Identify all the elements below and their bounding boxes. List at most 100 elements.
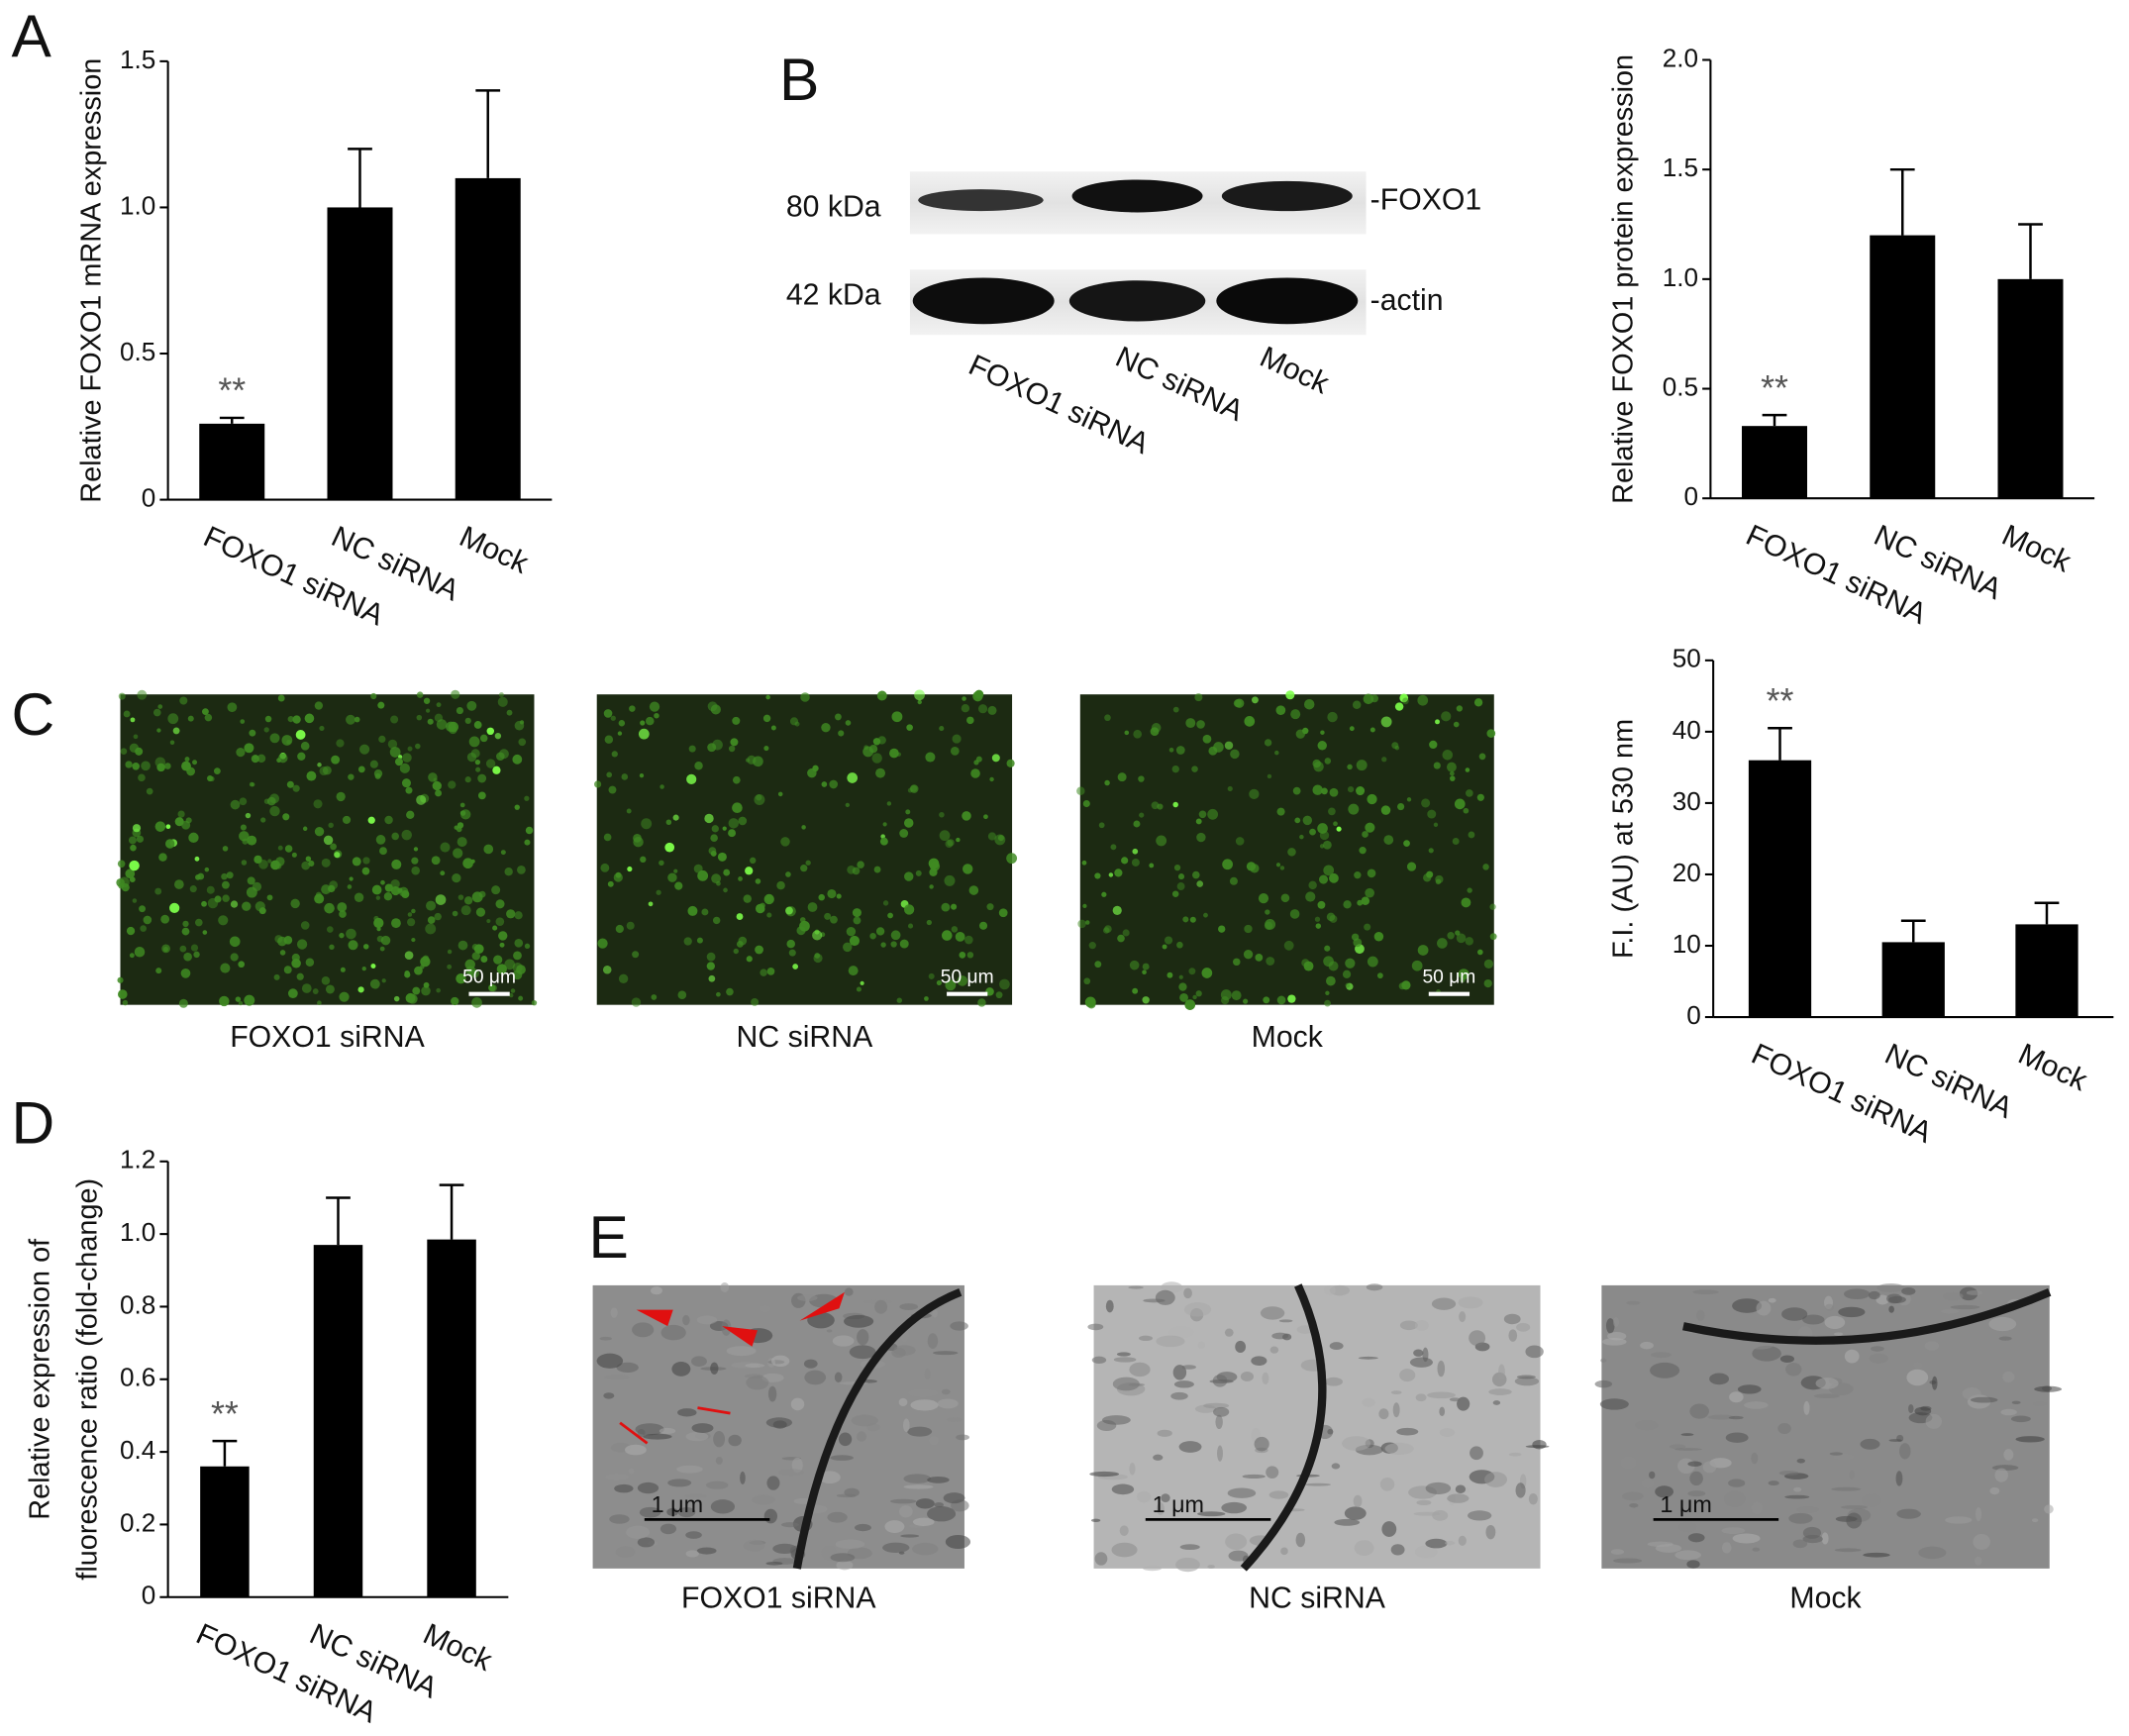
cell-spot [928,972,935,979]
cell-spot [238,1000,244,1006]
em-texture [1366,1283,1383,1291]
em-texture [1689,1403,1709,1419]
cell-spot [964,935,973,945]
cell-spot [1359,847,1367,855]
cell-spot [1333,821,1338,827]
cell-spot [287,716,294,723]
em-texture [1768,1297,1776,1303]
error-bar [1762,413,1787,427]
cell-spot [369,760,378,768]
em-texture [1396,1427,1419,1436]
em-texture [745,1363,765,1369]
cell-spot [756,794,762,801]
em-texture [1392,1402,1400,1418]
cell-spot [374,772,381,779]
cell-spot [648,901,654,907]
cell-spot [329,944,335,951]
cell-spot [977,704,988,714]
em-texture [1113,1357,1137,1363]
band [1216,277,1359,325]
cell-spot [1428,848,1434,854]
cell-spot [480,956,488,963]
cell-spot [158,853,167,862]
cell-spot [359,744,370,755]
y-axis-label: Relative FOXO1 mRNA expression [76,58,108,503]
em-texture [1251,1356,1267,1366]
em-texture [1756,1300,1772,1316]
em-texture [1988,1316,2017,1332]
cell-spot [453,848,463,859]
cell-spot [473,721,482,729]
em-texture [765,1562,783,1566]
cell-spot [755,945,763,955]
cell-spot [629,705,636,712]
em-texture [1777,1422,1791,1434]
cell-spot [485,759,496,768]
cell-spot [182,920,189,927]
x-tick-label: Mock [2013,1038,2092,1098]
em-texture [1674,1448,1702,1451]
cell-spot [871,753,882,764]
scale-bar-label: 50 μm [462,967,516,987]
em-texture [1503,1313,1521,1325]
cell-spot [319,766,329,776]
em-texture [844,1314,874,1328]
em-texture [1941,1309,1960,1314]
arrowhead [799,1291,845,1321]
cell-spot [746,956,753,963]
cell-spot [383,892,393,901]
cell-spot [1336,826,1342,832]
cell-spot [1433,762,1441,769]
cell-spot [708,974,716,982]
cell-spot [369,978,380,989]
cell-spot [950,746,960,756]
cell-spot [301,983,312,993]
cell-spot [939,830,951,842]
cell-spot [677,990,687,1000]
cell-spot [646,716,655,726]
cell-spot [640,856,647,864]
image-caption: NC siRNA [737,1021,874,1054]
cell-spot [1406,797,1412,802]
em-texture [1729,1391,1744,1403]
em-texture [1485,1524,1496,1540]
cell-spot [204,867,210,872]
cell-spot [924,996,929,1001]
cell-spot [1406,862,1417,871]
cell-spot [1156,835,1167,847]
cell-spot [672,814,679,821]
cell-spot [687,905,698,916]
cell-spot [1380,805,1391,815]
marker-label: 80 kDa [786,190,881,223]
cell-spot [1196,880,1204,887]
em-texture [1409,1357,1433,1368]
cell-spot [1342,970,1352,978]
em-texture [705,1481,729,1489]
em-texture [1111,1542,1138,1558]
cell-spot [914,689,925,701]
cell-spot [518,738,527,747]
cell-spot [974,689,984,699]
cell-spot [452,873,461,883]
cell-spot [431,856,441,866]
em-texture [1173,1380,1194,1388]
band [918,189,1044,212]
cell-spot [594,780,602,788]
em-texture [1778,1471,1799,1476]
em-texture [1129,1463,1136,1476]
em-texture [1111,1483,1135,1495]
cell-spot [202,930,208,935]
image-caption: FOXO1 siRNA [230,1021,425,1054]
cell-spot [710,834,718,843]
cell-spot [1303,961,1314,971]
em-texture [1784,1494,1810,1499]
cell-spot [169,740,175,745]
cell-spot [1185,718,1196,729]
em-texture [1399,1369,1416,1382]
em-texture [1153,1454,1164,1461]
lane-label: NC siRNA [1111,341,1250,428]
cell-spot [621,773,629,780]
cell-spot [492,925,498,931]
cell-spot [475,944,482,950]
cell-spot [160,914,170,924]
